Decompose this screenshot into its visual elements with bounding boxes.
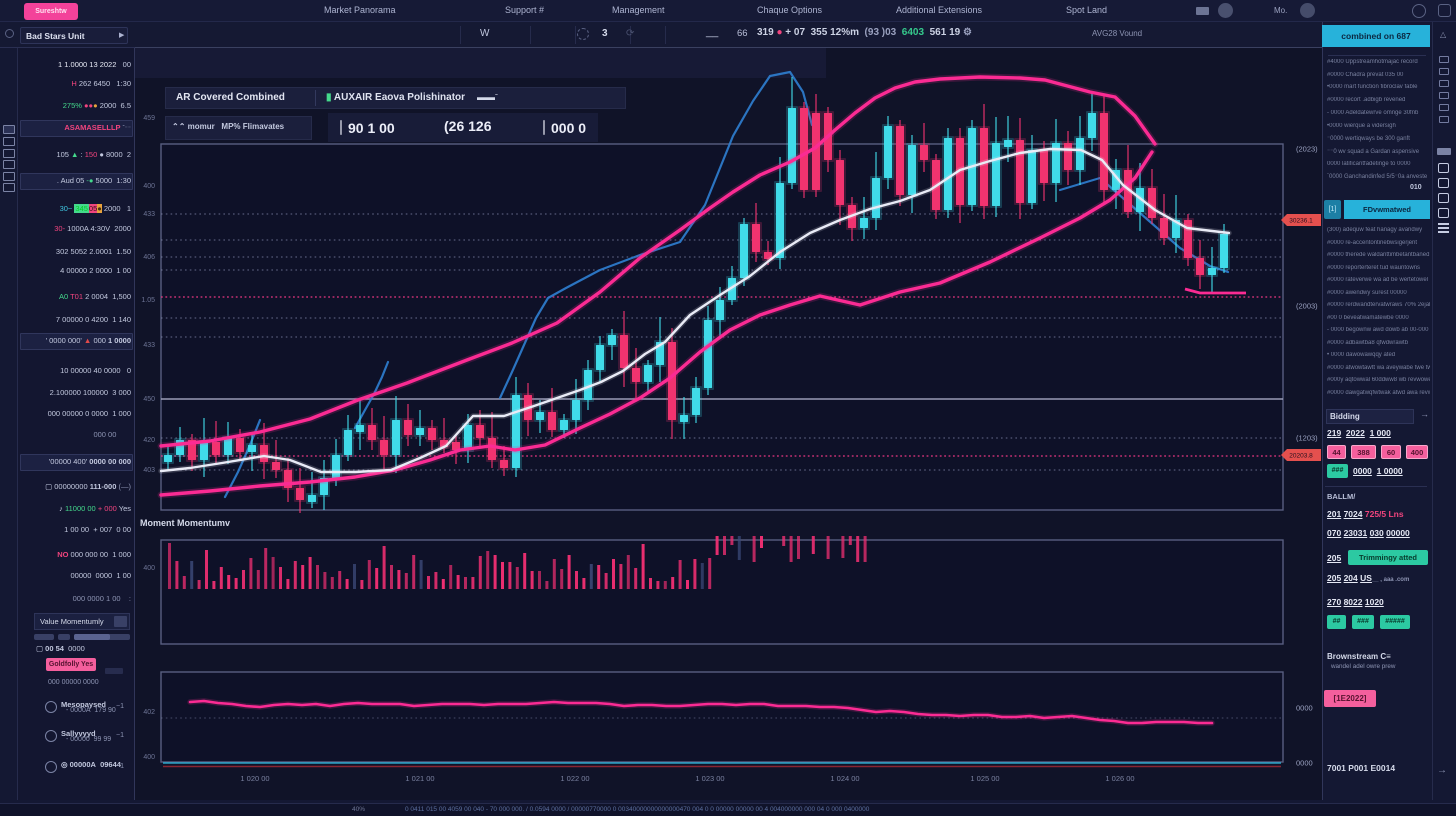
svg-text:402: 402	[143, 709, 155, 716]
svg-text:1 025 00: 1 025 00	[970, 774, 999, 783]
svg-text:1 020 00: 1 020 00	[240, 774, 269, 783]
svg-text:433: 433	[143, 211, 155, 218]
svg-text:450: 450	[143, 396, 155, 403]
svg-text:1.05: 1.05	[141, 297, 155, 304]
svg-text:1 026 00: 1 026 00	[1105, 774, 1134, 783]
svg-text:420: 420	[143, 437, 155, 444]
svg-text:433: 433	[143, 342, 155, 349]
svg-text:30236.1: 30236.1	[1289, 218, 1313, 225]
svg-text:400: 400	[143, 754, 155, 761]
svg-text:1 021 00: 1 021 00	[405, 774, 434, 783]
svg-text:403: 403	[143, 467, 155, 474]
svg-text:406: 406	[143, 254, 155, 261]
svg-text:(2023): (2023)	[1296, 145, 1318, 154]
svg-text:20203.8: 20203.8	[1289, 453, 1313, 460]
svg-text:0000: 0000	[1296, 704, 1313, 713]
svg-text:1 022 00: 1 022 00	[560, 774, 589, 783]
svg-text:1 024 00: 1 024 00	[830, 774, 859, 783]
svg-text:(2003): (2003)	[1296, 302, 1318, 311]
svg-text:(1203): (1203)	[1296, 434, 1318, 443]
svg-text:400: 400	[143, 183, 155, 190]
svg-text:459: 459	[143, 115, 155, 122]
svg-text:1 023 00: 1 023 00	[695, 774, 724, 783]
svg-text:0000: 0000	[1296, 759, 1313, 768]
svg-text:400: 400	[143, 565, 155, 572]
